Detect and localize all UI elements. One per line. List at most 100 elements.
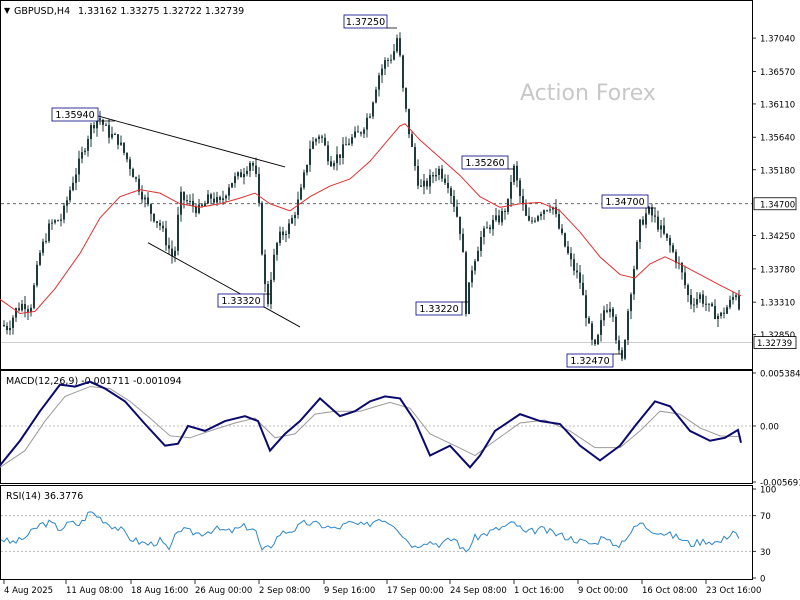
candle-body (621, 350, 623, 359)
candle-body (588, 318, 590, 324)
candle-body (537, 216, 539, 221)
candle-body (171, 248, 173, 257)
candle-body (648, 207, 650, 214)
candle-body (582, 282, 584, 296)
candle-body (288, 223, 290, 234)
candle-body (21, 303, 23, 311)
candle-body (450, 188, 452, 196)
candle-body (72, 182, 74, 191)
candle-body (615, 316, 617, 341)
candle-body (66, 200, 68, 206)
candle-body (87, 139, 89, 151)
candle-body (477, 250, 479, 262)
candle-body (27, 309, 29, 312)
candle-body (60, 219, 62, 221)
candle-body (597, 334, 599, 345)
candle-body (309, 148, 311, 165)
price-axis: 1.37040 1.36570 1.36110 1.35640 1.35180 1.347… (752, 35, 800, 585)
candle-body (219, 197, 221, 201)
time-tick-label: 26 Aug 00:00 (195, 586, 252, 596)
time-tick-label: 16 Oct 08:00 (642, 586, 697, 596)
price-plot: 1.35940 1.37250 1.35260 1.34700 1.33320 1.332… (0, 14, 752, 368)
candle-body (456, 206, 458, 217)
macd-main-line (0, 380, 742, 469)
candle-body (360, 132, 362, 134)
candle-body (600, 320, 602, 335)
candle-body (711, 303, 713, 306)
candle-body (501, 211, 503, 223)
candle-body (393, 51, 395, 60)
candle-body (729, 299, 731, 308)
trendline[interactable] (97, 115, 286, 168)
candle-body (366, 117, 368, 130)
candle-body (672, 245, 674, 252)
candle-body (297, 199, 299, 215)
candle-body (99, 118, 101, 120)
candle-body (738, 295, 740, 310)
candle-body (438, 168, 440, 175)
macd-tick-label: 0.00 (760, 422, 779, 432)
price-annotation: 1.35260 (461, 155, 514, 170)
candle-body (708, 303, 710, 305)
candle-body (225, 195, 227, 199)
candle-body (495, 215, 497, 220)
candle-body (24, 303, 26, 310)
current-price-label: 1.32739 (757, 339, 792, 349)
trendline[interactable] (147, 242, 301, 328)
candle-body (696, 299, 698, 305)
candle-body (195, 206, 197, 214)
candle-body (300, 187, 302, 200)
price-annotation: 1.37250 (343, 14, 397, 29)
candle-body (693, 304, 695, 306)
candle-body (426, 180, 428, 187)
candle-body (246, 170, 248, 175)
candle-body (45, 241, 47, 243)
candle-body (318, 136, 320, 140)
candle-body (465, 252, 467, 314)
candle-body (291, 218, 293, 224)
time-tick-label: 1 Oct 16:00 (514, 586, 564, 596)
candle-body (96, 118, 98, 129)
candle-body (453, 195, 455, 207)
time-axis: 4 Aug 2025 11 Aug 08:00 18 Aug 16:00 26 Aug… (3, 580, 761, 596)
candle-body (435, 174, 437, 177)
candle-body (264, 254, 266, 285)
watermark: Action Forex (520, 81, 656, 106)
candle-body (315, 139, 317, 142)
candle-body (342, 144, 344, 158)
candle-body (3, 324, 5, 326)
candle-body (480, 237, 482, 251)
candle-body (18, 308, 20, 311)
candle-body (12, 317, 14, 328)
rsi-panel-frame (0, 485, 753, 580)
candle-body (135, 177, 137, 179)
annotation-box (461, 155, 509, 170)
candle-body (81, 152, 83, 159)
candle-body (390, 59, 392, 61)
candle-body (705, 303, 707, 305)
price-tick-label: 1.34700 (760, 200, 795, 210)
candle-body (177, 214, 179, 251)
candle-body (603, 310, 605, 321)
candle-body (84, 150, 86, 153)
candle-body (159, 222, 161, 226)
candle-body (321, 136, 323, 138)
candle-body (39, 252, 41, 265)
candle-body (15, 308, 17, 318)
candle-body (156, 221, 158, 223)
candle-body (144, 197, 146, 200)
candle-body (213, 198, 215, 203)
candle-body (627, 311, 629, 341)
candle-body (204, 203, 206, 207)
rsi-plot (0, 511, 752, 553)
candle-body (174, 250, 176, 257)
candle-body (483, 228, 485, 238)
price-annotation: 1.33220 (415, 301, 468, 316)
annotation-label: 1.35940 (55, 110, 94, 121)
candle-body (624, 340, 626, 359)
price-tick-label: 1.35640 (760, 134, 795, 144)
chart-menu-icon[interactable]: ▼ (4, 6, 11, 15)
time-tick-label: 18 Aug 16:00 (131, 586, 188, 596)
candle-body (576, 270, 578, 273)
